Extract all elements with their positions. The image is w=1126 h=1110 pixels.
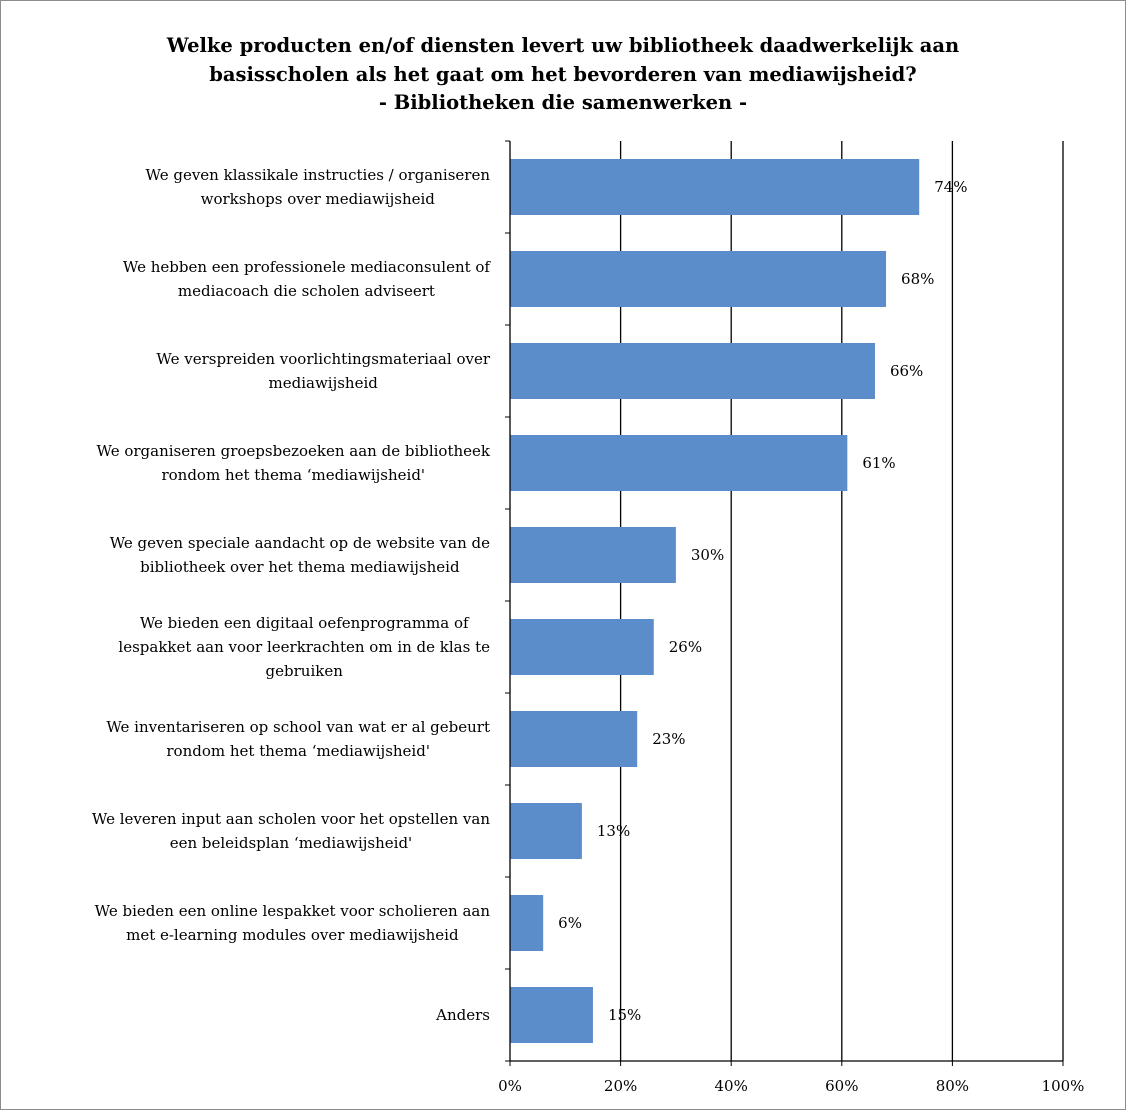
x-tick-label: 100% bbox=[1042, 1077, 1085, 1095]
category-label-line: We verspreiden voorlichtingsmateriaal ov… bbox=[156, 350, 490, 368]
category-label: We organiseren groepsbezoeken aan de bib… bbox=[97, 442, 491, 484]
chart-title-line: - Bibliotheken die samenwerken - bbox=[379, 91, 747, 114]
axes bbox=[505, 140, 1064, 1066]
category-label-line: rondom het thema ‘mediawijsheid' bbox=[161, 466, 425, 484]
category-label-line: We hebben een professionele mediaconsule… bbox=[123, 258, 492, 276]
data-label: 61% bbox=[862, 454, 895, 472]
category-label: We leveren input aan scholen voor het op… bbox=[92, 810, 490, 852]
category-label-line: rondom het thema ‘mediawijsheid' bbox=[166, 742, 430, 760]
chart-title: Welke producten en/of diensten levert uw… bbox=[166, 34, 959, 114]
bar bbox=[510, 895, 544, 951]
category-label: We inventariseren op school van wat er a… bbox=[106, 718, 490, 760]
category-label-line: lespakket aan voor leerkrachten om in de… bbox=[118, 638, 490, 656]
category-label-line: mediacoach die scholen adviseert bbox=[178, 282, 435, 300]
category-label-line: met e-learning modules over mediawijshei… bbox=[126, 926, 459, 944]
x-tick-label: 20% bbox=[604, 1077, 637, 1095]
bar bbox=[510, 343, 875, 399]
bar bbox=[510, 527, 676, 583]
bar bbox=[510, 435, 848, 491]
category-label: We verspreiden voorlichtingsmateriaal ov… bbox=[156, 350, 490, 392]
data-label: 6% bbox=[558, 914, 582, 932]
category-label-line: We geven speciale aandacht op de website… bbox=[110, 534, 490, 552]
bar bbox=[510, 159, 920, 215]
category-label-line: We bieden een digitaal oefenprogramma of bbox=[140, 614, 470, 632]
category-label: We geven klassikale instructies / organi… bbox=[146, 166, 491, 208]
category-label-line: een beleidsplan ‘mediawijsheid' bbox=[170, 834, 412, 852]
category-label-line: bibliotheek over het thema mediawijsheid bbox=[140, 558, 460, 576]
category-label: We bieden een digitaal oefenprogramma of… bbox=[118, 614, 490, 680]
category-label: We bieden een online lespakket voor scho… bbox=[95, 902, 491, 944]
category-label-line: We leveren input aan scholen voor het op… bbox=[92, 810, 490, 828]
category-label-line: We bieden een online lespakket voor scho… bbox=[95, 902, 491, 920]
chart-title-line: Welke producten en/of diensten levert uw… bbox=[166, 34, 959, 57]
data-label: 30% bbox=[691, 546, 724, 564]
data-label: 68% bbox=[901, 270, 934, 288]
category-label-line: We inventariseren op school van wat er a… bbox=[106, 718, 490, 736]
data-label: 23% bbox=[652, 730, 685, 748]
data-label: 15% bbox=[608, 1006, 641, 1024]
category-label: We geven speciale aandacht op de website… bbox=[110, 534, 490, 576]
x-tick-label: 40% bbox=[715, 1077, 748, 1095]
x-tick-label: 80% bbox=[936, 1077, 969, 1095]
data-label: 13% bbox=[597, 822, 630, 840]
chart-title-line: basisscholen als het gaat om het bevorde… bbox=[209, 63, 916, 86]
data-labels: 74% 68% 66% 61% 30% 26% 23% 13% 6% 15% bbox=[558, 178, 967, 1024]
bar bbox=[510, 987, 593, 1043]
bar bbox=[510, 619, 654, 675]
category-labels: We geven klassikale instructies / organi… bbox=[92, 166, 492, 1024]
category-label: We hebben een professionele mediaconsule… bbox=[123, 258, 492, 300]
category-label: Anders bbox=[435, 1006, 490, 1024]
category-label-line: We organiseren groepsbezoeken aan de bib… bbox=[97, 442, 491, 460]
category-label-line: Anders bbox=[435, 1006, 490, 1024]
bar bbox=[510, 251, 887, 307]
data-label: 74% bbox=[934, 178, 967, 196]
data-label: 26% bbox=[669, 638, 702, 656]
bars bbox=[510, 159, 920, 1043]
data-label: 66% bbox=[890, 362, 923, 380]
category-label-line: workshops over mediawijsheid bbox=[201, 190, 436, 208]
x-tick-labels: 0% 20% 40% 60% 80% 100% bbox=[498, 1077, 1084, 1095]
x-tick-label: 60% bbox=[825, 1077, 858, 1095]
bar bbox=[510, 711, 638, 767]
category-label-line: mediawijsheid bbox=[269, 374, 379, 392]
category-label-line: We geven klassikale instructies / organi… bbox=[146, 166, 491, 184]
category-label-line: gebruiken bbox=[266, 662, 344, 680]
bar bbox=[510, 803, 582, 859]
x-tick-label: 0% bbox=[498, 1077, 522, 1095]
